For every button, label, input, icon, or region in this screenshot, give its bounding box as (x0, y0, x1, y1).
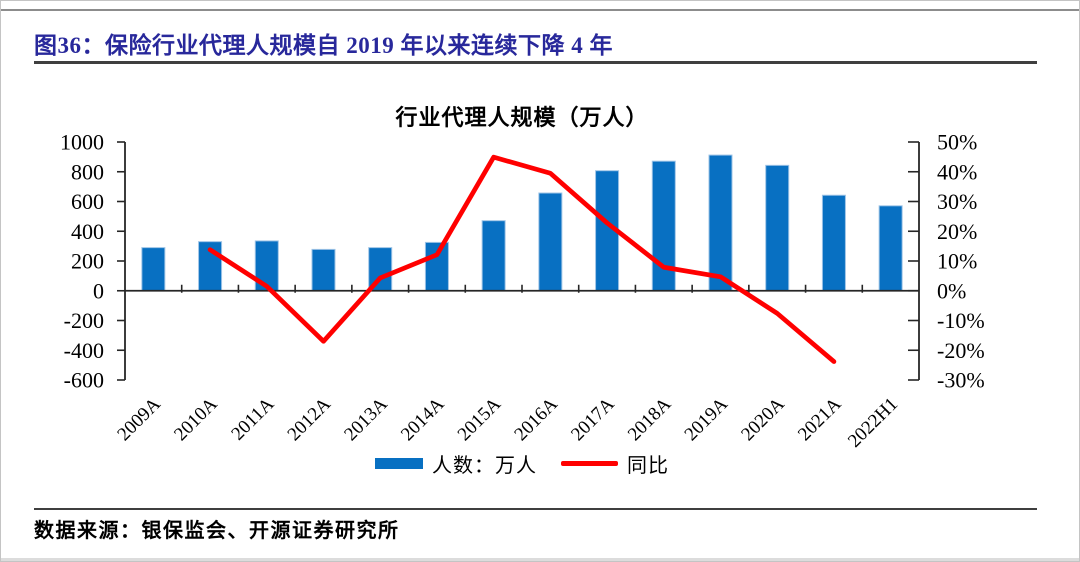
x-axis-label: 2019A (681, 393, 733, 445)
right-axis-label: 30% (937, 189, 977, 214)
left-axis-label: -400 (64, 338, 104, 363)
legend-line-label: 同比 (627, 455, 669, 477)
right-axis-label: 20% (937, 219, 977, 244)
legend-item-bar: 人数：万人 (375, 449, 537, 478)
bar-2012A (311, 248, 336, 292)
left-axis-label: -600 (64, 368, 104, 393)
right-axis-label: -30% (937, 368, 985, 393)
bar-2020A (765, 164, 790, 292)
x-axis-label: 2013A (340, 393, 392, 445)
legend-bar-label: 人数：万人 (432, 455, 537, 477)
figure-title: 图36：保险行业代理人规模自 2019 年以来连续下降 4 年 (34, 33, 613, 58)
bar-2022H1 (878, 205, 903, 292)
left-axis-label: 200 (71, 249, 104, 274)
source-divider (34, 508, 1037, 510)
right-axis-label: -10% (937, 308, 985, 333)
x-axis-label: 2014A (397, 393, 449, 445)
bar-2021A (821, 194, 846, 292)
top-divider (1, 9, 1079, 11)
right-axis-label: -20% (937, 338, 985, 363)
x-axis-label: 2009A (113, 393, 165, 445)
bar-2015A (481, 220, 506, 292)
x-axis-label: 2011A (227, 393, 278, 444)
yoy-line (207, 154, 837, 364)
bar-2009A (141, 247, 166, 292)
x-axis-label: 2017A (567, 393, 619, 445)
bar-2014A (424, 241, 449, 292)
chart-legend: 人数：万人 同比 (125, 449, 919, 478)
x-axis-label: 2010A (170, 393, 222, 445)
x-axis-label: 2012A (284, 393, 336, 445)
left-axis-label: 0 (93, 278, 104, 303)
bar-2018A (651, 160, 676, 292)
source-note: 数据来源：银保监会、开源证券研究所 (34, 520, 400, 542)
x-axis-label: 2015A (454, 393, 506, 445)
legend-item-line: 同比 (561, 449, 669, 478)
bar-2019A (708, 154, 733, 292)
x-axis-label: 2020A (737, 393, 789, 445)
right-axis-label: 10% (937, 249, 977, 274)
left-axis-label: 800 (71, 159, 104, 184)
left-axis-label: 1000 (60, 130, 104, 155)
left-axis-label: 600 (71, 189, 104, 214)
chart-title: 行业代理人规模（万人） (395, 105, 649, 130)
right-axis-label: 50% (937, 130, 977, 155)
x-axis-label: 2021A (794, 393, 846, 445)
bar-2016A (538, 192, 563, 292)
right-axis-label: 40% (937, 159, 977, 184)
x-axis-label: 2022H1 (844, 394, 902, 452)
left-axis-label: -200 (64, 308, 104, 333)
page-bottom-edge (1, 558, 1079, 561)
line-series-swatch (561, 461, 618, 466)
bar-series-swatch (375, 458, 423, 469)
x-axis-label: 2016A (510, 393, 562, 445)
left-axis-label: 400 (71, 219, 104, 244)
x-axis-label: 2018A (624, 393, 676, 445)
title-underline (34, 61, 1037, 64)
right-axis-label: 0% (937, 278, 966, 303)
